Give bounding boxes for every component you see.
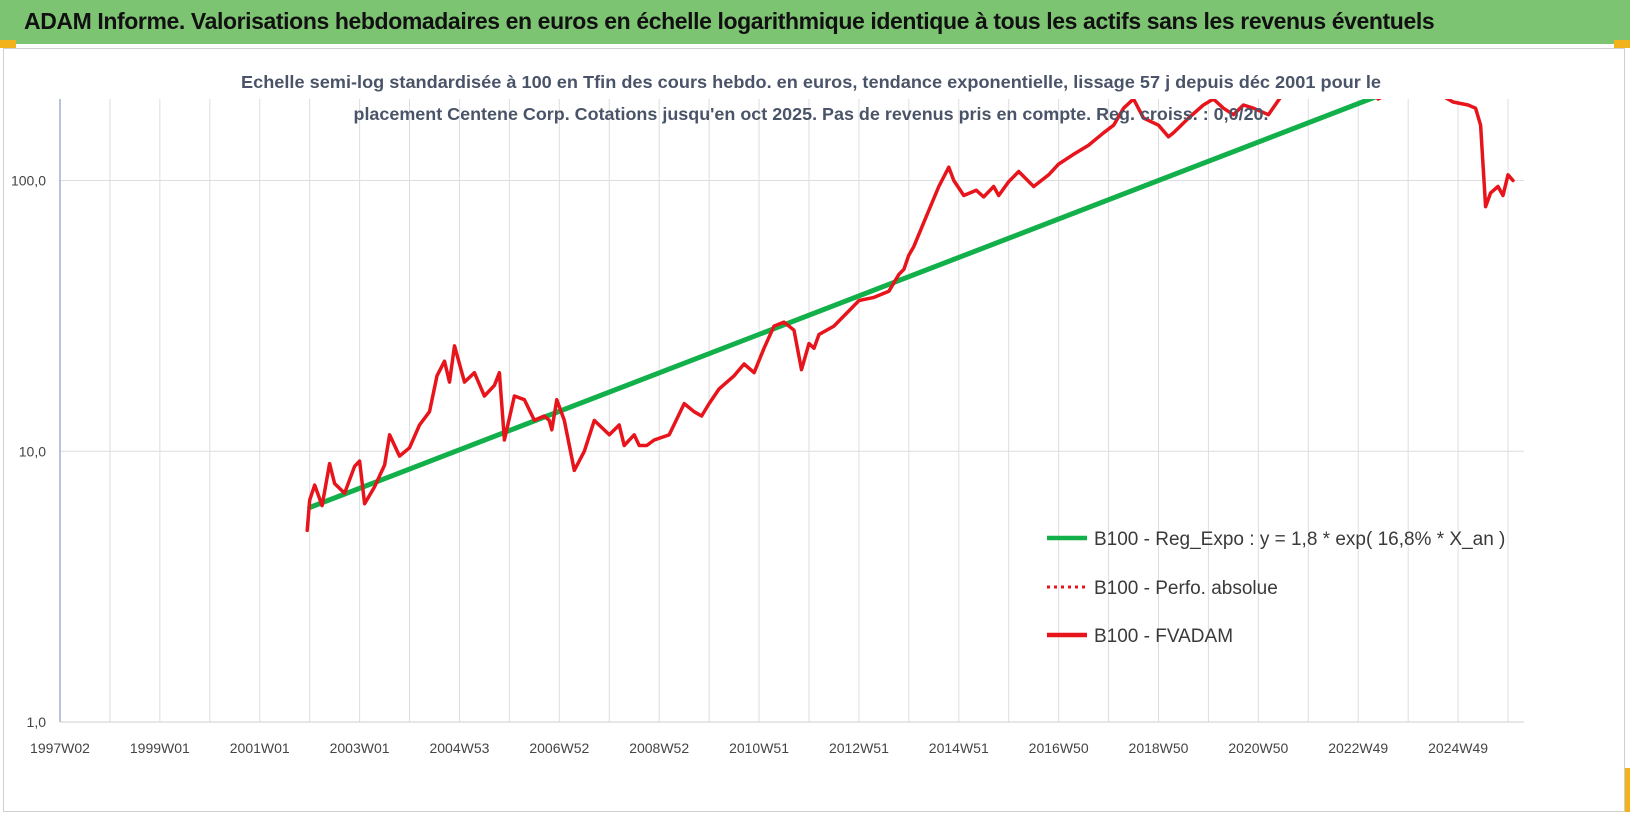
x-tick-label: 2008W52 bbox=[629, 740, 689, 756]
plot-series bbox=[305, 99, 1515, 533]
corner-mark-top-left bbox=[0, 40, 16, 48]
chart-subtitle-line: Echelle semi-log standardisée à 100 en T… bbox=[241, 72, 1381, 92]
banner-title: ADAM Informe. Valorisations hebdomadaire… bbox=[24, 8, 1435, 34]
x-tick-label: 2024W49 bbox=[1428, 740, 1488, 756]
corner-mark-top-right bbox=[1614, 40, 1630, 48]
x-tick-label: 2006W52 bbox=[529, 740, 589, 756]
x-tick-label: 2014W51 bbox=[929, 740, 989, 756]
legend-label: B100 - Perfo. absolue bbox=[1094, 578, 1278, 599]
grid bbox=[60, 99, 1524, 722]
corner-mark-bottom-right bbox=[1624, 768, 1630, 812]
x-tick-label: 2020W50 bbox=[1228, 740, 1288, 756]
chart-subtitle-line: placement Centene Corp. Cotations jusqu'… bbox=[354, 104, 1269, 124]
x-tick-label: 2001W01 bbox=[230, 740, 290, 756]
series-line-fvadam bbox=[305, 99, 1515, 533]
x-tick-label: 2012W51 bbox=[829, 740, 889, 756]
series-line-reg-expo bbox=[307, 99, 1378, 510]
x-tick-label: 2022W49 bbox=[1328, 740, 1388, 756]
title-banner: ADAM Informe. Valorisations hebdomadaire… bbox=[0, 0, 1630, 44]
x-tick-label: 1997W02 bbox=[30, 740, 90, 756]
x-tick-label: 2018W50 bbox=[1129, 740, 1189, 756]
chart-subtitle: Echelle semi-log standardisée à 100 en T… bbox=[241, 72, 1381, 124]
legend-label: B100 - FVADAM bbox=[1094, 626, 1233, 647]
y-tick-label: 100,0 bbox=[11, 173, 46, 189]
chart-frame: 1,0 10,0 100,0 1997W02 1999W01 2001W01 2003W01… bbox=[3, 48, 1625, 812]
y-tick-label: 10,0 bbox=[19, 443, 46, 459]
series-clip-group bbox=[305, 99, 1515, 533]
chart: 1,0 10,0 100,0 1997W02 1999W01 2001W01 2003W01… bbox=[11, 72, 1524, 756]
x-tick-label: 2010W51 bbox=[729, 740, 789, 756]
x-tick-label: 2004W53 bbox=[429, 740, 489, 756]
x-tick-label: 2003W01 bbox=[330, 740, 390, 756]
axes: 1,0 10,0 100,0 1997W02 1999W01 2001W01 2003W01… bbox=[11, 99, 1524, 756]
y-tick-label: 1,0 bbox=[27, 714, 47, 730]
legend-label: B100 - Reg_Expo : y = 1,8 * exp( 16,8% *… bbox=[1094, 529, 1505, 550]
legend: B100 - Reg_Expo : y = 1,8 * exp( 16,8% *… bbox=[1047, 529, 1505, 647]
x-tick-label: 1999W01 bbox=[130, 740, 190, 756]
x-tick-label: 2016W50 bbox=[1029, 740, 1089, 756]
